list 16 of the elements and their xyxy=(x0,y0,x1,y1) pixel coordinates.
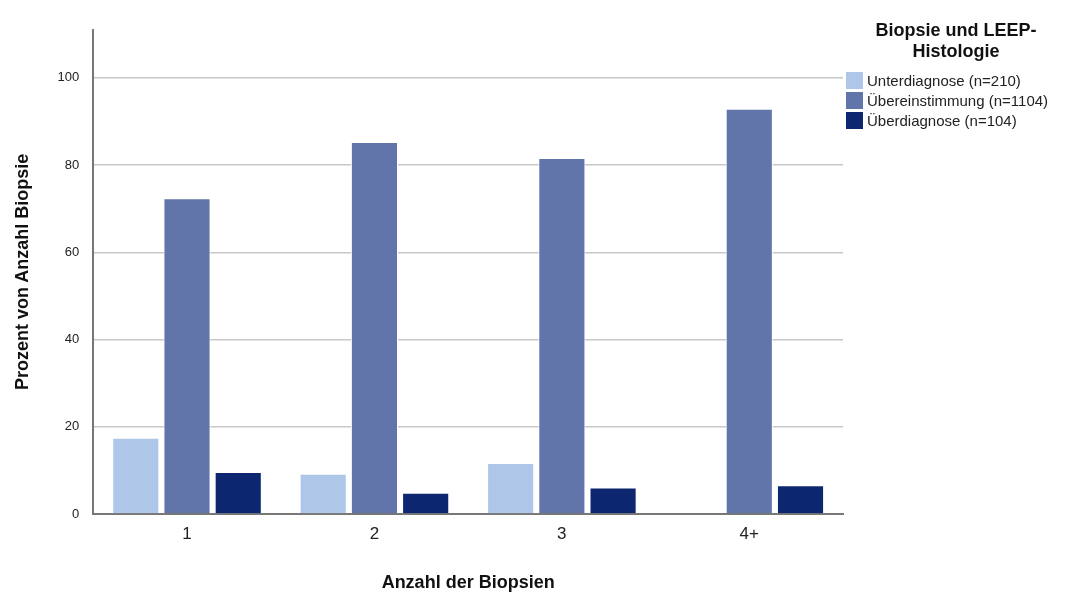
x-tick-label: 1 xyxy=(182,523,192,543)
legend-label: Übereinstimmung (n=1104) xyxy=(867,91,1049,109)
legend-title: Biopsie und LEEP-Histologie xyxy=(874,20,1038,62)
y-axis-title: Prozent von Anzahl Biopsie xyxy=(11,153,32,391)
x-tick-label: 3 xyxy=(557,523,567,543)
x-tick-label: 4+ xyxy=(739,523,760,543)
y-tick-label: 0 xyxy=(72,505,80,521)
y-tick-label: 60 xyxy=(64,243,80,259)
y-tick-label: 40 xyxy=(64,331,80,347)
x-axis-title: Anzahl der Biopsien xyxy=(381,572,555,593)
x-tick-label: 2 xyxy=(369,523,380,543)
y-tick-label: 100 xyxy=(57,69,80,85)
legend-label: Überdiagnose (n=104) xyxy=(867,111,1017,129)
y-tick-label: 80 xyxy=(64,156,80,172)
legend-label: Unterdiagnose (n=210) xyxy=(867,71,1021,89)
y-tick-label: 20 xyxy=(64,418,80,434)
